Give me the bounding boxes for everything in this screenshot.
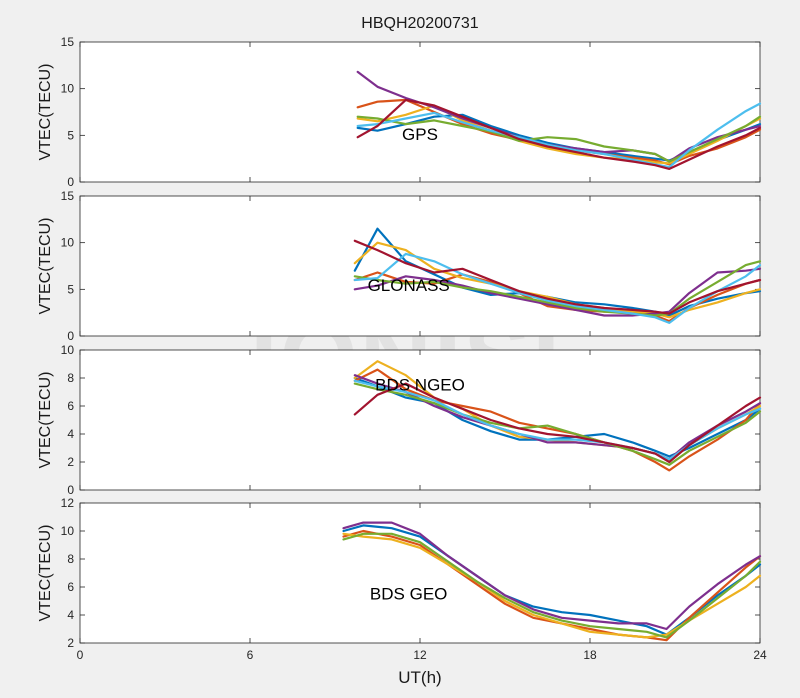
y-tick-label: 6 bbox=[67, 399, 74, 413]
panel-label: GPS bbox=[402, 125, 438, 144]
y-tick-label: 0 bbox=[67, 175, 74, 189]
y-tick-label: 2 bbox=[67, 636, 74, 650]
series-line-6 bbox=[356, 102, 762, 169]
x-tick-label: 12 bbox=[413, 648, 427, 662]
x-tick-label: 24 bbox=[753, 648, 767, 662]
y-tick-label: 5 bbox=[67, 282, 74, 296]
y-tick-label: 8 bbox=[67, 371, 74, 385]
y-tick-label: 5 bbox=[67, 128, 74, 142]
y-axis-label: VTEC(TECU) bbox=[37, 64, 54, 161]
x-axis-label: UT(h) bbox=[398, 668, 441, 687]
y-axis-label: VTEC(TECU) bbox=[37, 218, 54, 315]
series-line-4 bbox=[342, 521, 762, 631]
series-line-5 bbox=[353, 382, 762, 466]
series-line-5 bbox=[356, 115, 762, 163]
y-tick-label: 0 bbox=[67, 483, 74, 497]
y-tick-label: 15 bbox=[61, 189, 75, 203]
y-tick-label: 4 bbox=[67, 608, 74, 622]
series-line-7 bbox=[356, 98, 762, 170]
panel-label: GLONASS bbox=[368, 276, 450, 295]
x-tick-label: 18 bbox=[583, 648, 597, 662]
series-line-3 bbox=[356, 104, 762, 165]
series-line-3 bbox=[342, 532, 762, 639]
panel-label: BDS GEO bbox=[370, 585, 447, 604]
y-tick-label: 10 bbox=[61, 82, 75, 96]
y-tick-label: 12 bbox=[61, 496, 75, 510]
y-tick-label: 8 bbox=[67, 552, 74, 566]
y-tick-label: 0 bbox=[67, 329, 74, 343]
series-line-5 bbox=[353, 260, 762, 317]
y-tick-label: 10 bbox=[61, 236, 75, 250]
series-line-4 bbox=[353, 267, 762, 317]
y-axis-label: VTEC(TECU) bbox=[37, 372, 54, 469]
series-line-6 bbox=[353, 252, 762, 324]
panel-3: 0 2 4 6 8 10 BDS NGEO VTEC(TECU) bbox=[37, 343, 762, 497]
chart-title: HBQH20200731 bbox=[361, 15, 479, 32]
panel-label: BDS NGEO bbox=[375, 376, 465, 395]
y-tick-label: 10 bbox=[61, 524, 75, 538]
series-line-5 bbox=[342, 532, 762, 639]
x-tick-label: 0 bbox=[77, 648, 84, 662]
y-tick-label: 6 bbox=[67, 580, 74, 594]
y-axis-label: VTEC(TECU) bbox=[37, 525, 54, 622]
series-line-7 bbox=[353, 382, 762, 464]
x-tick-label: 6 bbox=[247, 648, 254, 662]
plot-area bbox=[79, 349, 761, 491]
series-line-7 bbox=[353, 239, 762, 315]
panel-1: 0 5 10 15 GPS VTEC(TECU) bbox=[37, 35, 762, 189]
y-tick-label: 10 bbox=[61, 343, 75, 357]
y-tick-label: 2 bbox=[67, 455, 74, 469]
panel-2: 0 5 10 15 GLONASS VTEC(TECU) bbox=[37, 189, 762, 343]
plot-area bbox=[79, 502, 761, 644]
y-tick-label: 15 bbox=[61, 35, 75, 49]
y-tick-label: 4 bbox=[67, 427, 74, 441]
